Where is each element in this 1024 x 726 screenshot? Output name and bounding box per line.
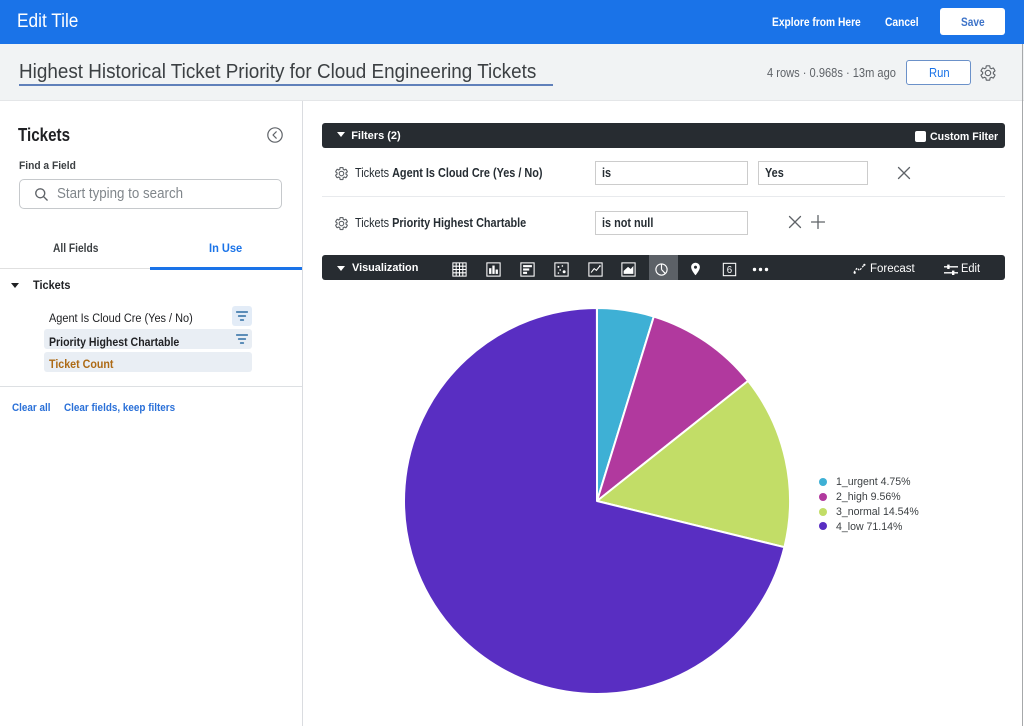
- svg-text:6: 6: [727, 265, 732, 276]
